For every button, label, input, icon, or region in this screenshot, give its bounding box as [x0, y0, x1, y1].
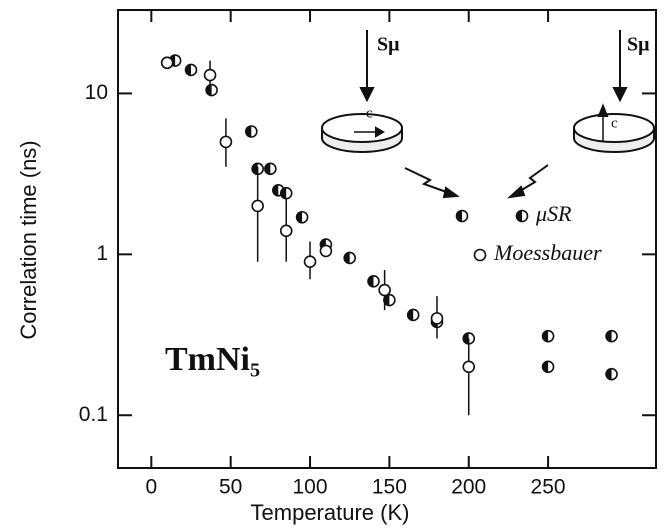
legend-label: μSR [535, 201, 572, 226]
point-outline [219, 135, 233, 149]
point [245, 125, 258, 138]
y-axis-label: Correlation time (ns) [16, 140, 41, 339]
point [303, 255, 317, 268]
point [367, 274, 380, 288]
point-fill [606, 330, 612, 342]
disc [573, 113, 655, 143]
point [251, 199, 264, 213]
lightning-arrow [514, 164, 549, 195]
arrowhead [612, 87, 628, 103]
arrowhead [359, 87, 375, 103]
point [219, 135, 233, 149]
point-fill [280, 187, 287, 199]
point-outline [160, 56, 174, 70]
x-tick-label: 50 [219, 476, 242, 499]
point-outline [430, 312, 444, 325]
inset [321, 30, 655, 199]
point [279, 224, 293, 238]
point [279, 186, 293, 200]
point [406, 308, 420, 322]
point-fill [542, 330, 549, 342]
disc [321, 113, 403, 143]
y-tick-label: 1 [96, 242, 108, 265]
point [605, 367, 618, 381]
point-fill [606, 368, 612, 380]
point-fill [542, 361, 549, 373]
point-outline [473, 248, 487, 262]
point [264, 162, 277, 176]
point [515, 209, 529, 223]
point [343, 251, 357, 265]
point-fill [296, 211, 303, 223]
inset-label: c [611, 115, 618, 131]
x-tick-label: 100 [293, 476, 328, 499]
x-tick-label: 0 [145, 476, 157, 499]
x-tick-label: 250 [531, 476, 566, 499]
arrowhead [597, 103, 609, 117]
point-fill [456, 210, 462, 222]
legend-label: Moessbauer [493, 240, 602, 265]
point-fill [368, 275, 374, 287]
point-fill [463, 332, 469, 344]
point-outline [303, 255, 317, 268]
point-outline [251, 199, 264, 213]
point-outline [319, 244, 333, 258]
point [605, 329, 618, 343]
point [430, 312, 444, 325]
point [541, 360, 555, 374]
point [455, 209, 469, 223]
point-fill [407, 309, 414, 321]
point [462, 360, 476, 374]
plot-frame [117, 9, 657, 469]
point-fill [264, 163, 271, 175]
y-tick-label: 10 [85, 81, 108, 104]
point [319, 244, 333, 258]
x-axis-label: Temperature (K) [251, 500, 410, 525]
point-fill [185, 64, 192, 76]
point [184, 63, 198, 77]
point [160, 56, 174, 70]
lightning-arrow [404, 167, 453, 195]
point-fill [252, 163, 258, 175]
y-tick-label: 0.1 [79, 403, 108, 426]
inset-label: Sμ [627, 34, 650, 56]
inset-label: c [366, 105, 373, 121]
point-outline [279, 224, 293, 238]
point [473, 248, 487, 262]
arrowhead [506, 185, 526, 199]
point-fill [245, 125, 252, 137]
point [203, 68, 217, 82]
point-fill [344, 252, 350, 264]
inset-label: Sμ [377, 34, 400, 56]
annotation: TmNi₅ [165, 341, 260, 378]
x-tick-label: 200 [451, 476, 486, 499]
point [541, 329, 555, 343]
x-tick-label: 150 [372, 476, 407, 499]
point [205, 83, 218, 97]
point-fill [272, 184, 279, 196]
arrowhead [375, 126, 386, 138]
point-fill [516, 210, 522, 222]
point [295, 210, 309, 224]
point-outline [378, 283, 391, 297]
point-outline [462, 360, 476, 374]
point-outline [203, 68, 217, 82]
arrowhead [442, 186, 460, 199]
point [378, 283, 391, 297]
